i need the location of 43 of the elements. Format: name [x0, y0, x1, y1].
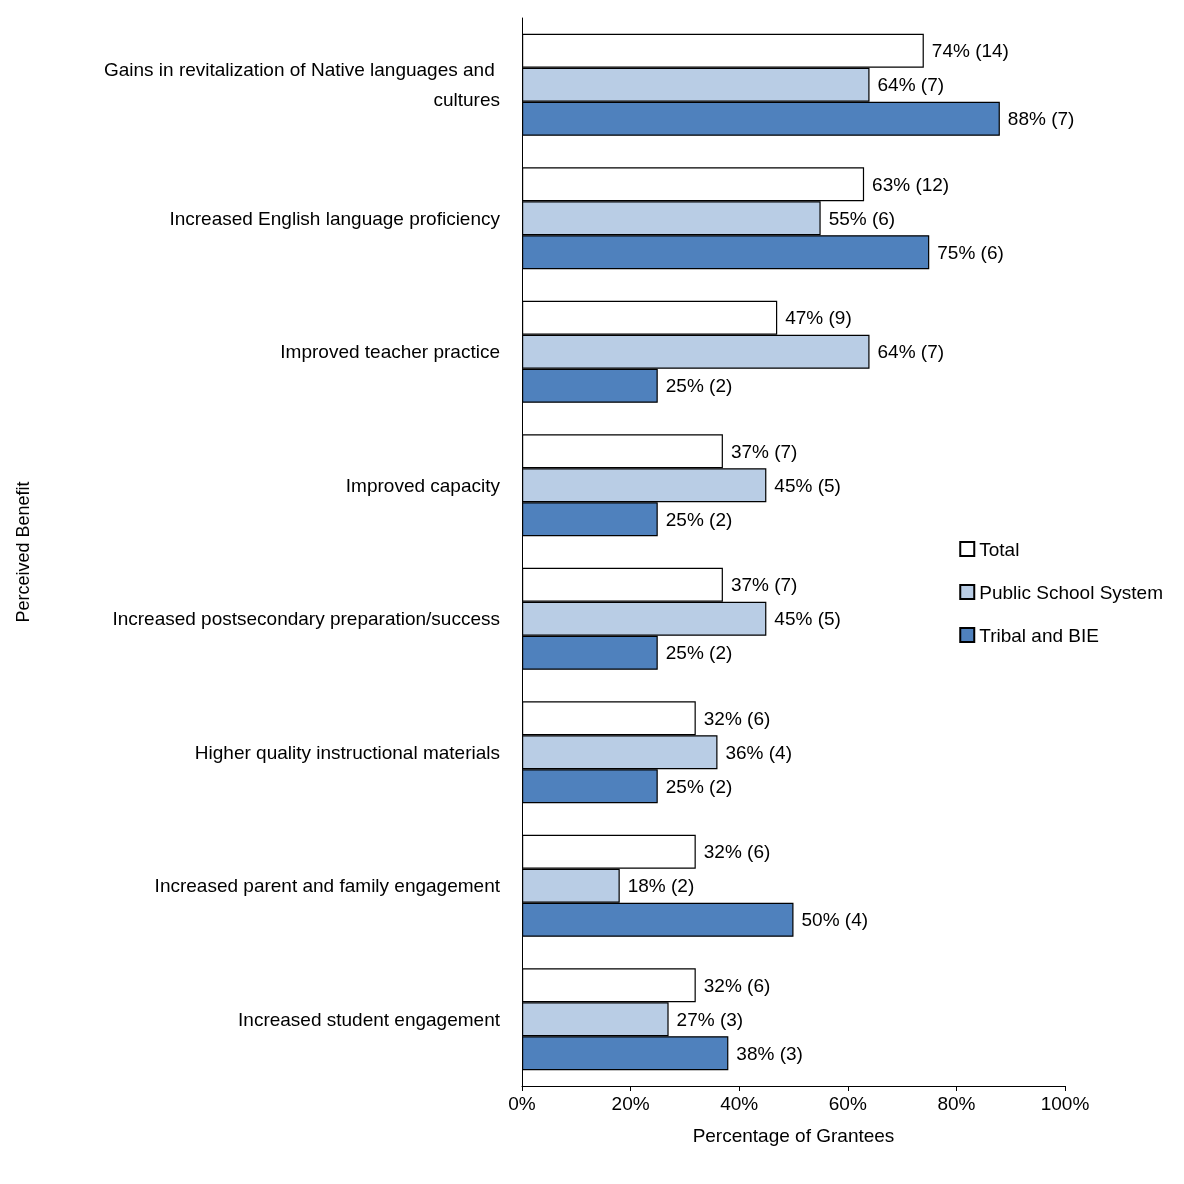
y-tick-label: Increased postsecondary preparation/success [112, 608, 500, 630]
data-label: 74% (14) [931, 40, 1009, 62]
x-tick-label: 20% [611, 1093, 650, 1114]
y-tick-label: Gains in revitalization of Native languages and cultures [103, 59, 500, 111]
x-tick-label: 80% [937, 1093, 976, 1114]
x-tick-label: 100% [1040, 1093, 1090, 1114]
data-label: 25% (2) [665, 375, 733, 397]
data-label: 32% (6) [703, 707, 771, 729]
data-label: 75% (6) [937, 241, 1004, 263]
data-label: 27% (3) [676, 1008, 744, 1030]
x-axis-title: Percentage of Grantees [692, 1125, 895, 1146]
y-tick-label: Increased parent and family engagement [154, 875, 501, 897]
data-label: 37% (7) [730, 440, 798, 462]
data-label: 45% (5) [774, 608, 841, 630]
data-label: 88% (7) [1007, 108, 1075, 130]
x-tick-label: 40% [720, 1093, 759, 1114]
y-tick-label: Increased English language proficiency [169, 207, 501, 229]
legend-label: Total [979, 538, 1020, 560]
data-label: 32% (6) [703, 841, 771, 863]
y-tick-label: Higher quality instructional materials [194, 741, 500, 763]
data-label: 63% (12) [872, 173, 950, 195]
y-tick-label: Improved teacher practice [280, 341, 500, 363]
data-label: 64% (7) [877, 341, 945, 363]
data-label: 25% (2) [665, 642, 733, 664]
x-tick-label: 0% [508, 1093, 536, 1114]
y-tick-label: Increased student engagement [238, 1008, 501, 1030]
data-label: 45% (5) [774, 474, 841, 496]
data-label: 18% (2) [627, 875, 695, 897]
x-tick-label: 60% [828, 1093, 867, 1114]
data-label: 47% (9) [785, 307, 852, 329]
data-label: 32% (6) [703, 974, 771, 996]
data-label: 36% (4) [725, 741, 793, 763]
data-label: 64% (7) [877, 74, 945, 96]
data-label: 50% (4) [801, 909, 869, 931]
data-label: 37% (7) [730, 574, 798, 596]
data-label: 25% (2) [665, 775, 733, 797]
legend-label: Public School System [979, 581, 1163, 603]
legend-label: Tribal and BIE [979, 624, 1099, 646]
y-axis-title: Perceived Benefit [13, 481, 33, 623]
data-label: 25% (2) [665, 508, 733, 530]
data-label: 38% (3) [736, 1042, 803, 1064]
data-label: 55% (6) [828, 207, 896, 229]
y-tick-label: Improved capacity [345, 474, 501, 496]
